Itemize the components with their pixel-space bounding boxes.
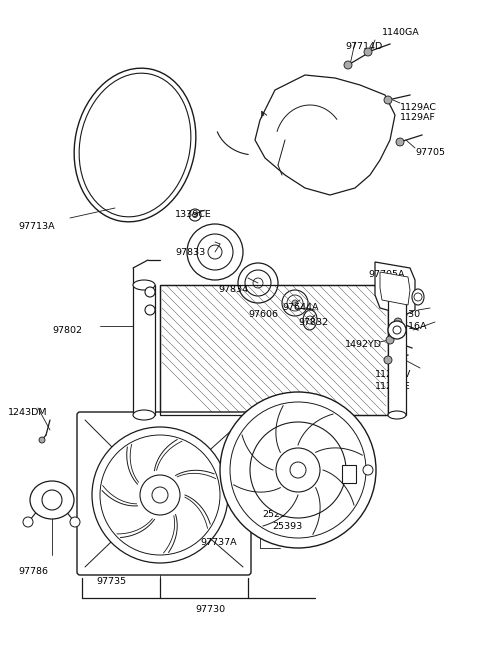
Text: 1140GA: 1140GA (382, 28, 420, 37)
Circle shape (384, 356, 392, 364)
Circle shape (384, 96, 392, 104)
Circle shape (292, 300, 298, 306)
Text: 97833: 97833 (175, 248, 205, 257)
Text: 1129AF: 1129AF (400, 113, 436, 122)
Polygon shape (375, 262, 415, 315)
Text: 97735: 97735 (96, 577, 126, 586)
Text: 97705: 97705 (415, 148, 445, 157)
Circle shape (396, 138, 404, 146)
Circle shape (145, 305, 155, 315)
Circle shape (282, 290, 308, 316)
Circle shape (70, 517, 80, 527)
Circle shape (344, 61, 352, 69)
Circle shape (220, 392, 376, 548)
Ellipse shape (303, 310, 317, 330)
Circle shape (245, 270, 271, 296)
Bar (160, 285, 388, 415)
Circle shape (189, 209, 201, 221)
Circle shape (287, 295, 303, 311)
Circle shape (306, 316, 314, 324)
Bar (160, 285, 388, 415)
Circle shape (388, 321, 406, 339)
Circle shape (364, 48, 372, 56)
Text: 25237: 25237 (262, 510, 292, 519)
Circle shape (192, 212, 197, 217)
Text: 1492YD: 1492YD (345, 340, 382, 349)
Text: 1129AC: 1129AC (400, 103, 437, 112)
Ellipse shape (79, 73, 191, 217)
Text: 1243DM: 1243DM (8, 408, 48, 417)
Text: 97786: 97786 (18, 567, 48, 576)
Bar (133, 285, 155, 415)
Circle shape (92, 427, 228, 563)
Circle shape (208, 245, 222, 259)
Circle shape (197, 234, 233, 270)
Ellipse shape (412, 289, 424, 305)
Ellipse shape (388, 281, 406, 289)
Circle shape (238, 263, 278, 303)
Text: 97830: 97830 (390, 310, 420, 319)
Circle shape (414, 293, 422, 301)
Circle shape (152, 487, 168, 503)
Circle shape (394, 318, 402, 326)
Text: 97644A: 97644A (282, 303, 319, 312)
Text: 97832: 97832 (298, 318, 328, 327)
Circle shape (276, 448, 320, 492)
Text: 97737A: 97737A (200, 538, 237, 547)
Circle shape (290, 462, 306, 478)
Bar (388, 285, 406, 415)
Circle shape (386, 336, 394, 344)
Circle shape (145, 287, 155, 297)
Text: 97714D: 97714D (345, 42, 382, 51)
Circle shape (39, 437, 45, 443)
Bar (342, 465, 356, 483)
Polygon shape (255, 75, 395, 195)
Text: 97834: 97834 (218, 285, 248, 294)
Text: 97716A: 97716A (390, 322, 427, 331)
Text: 97802: 97802 (52, 326, 82, 335)
Circle shape (23, 517, 33, 527)
Ellipse shape (133, 410, 155, 420)
Ellipse shape (388, 411, 406, 419)
Text: 97713A: 97713A (18, 222, 55, 231)
Circle shape (253, 278, 263, 288)
Circle shape (187, 224, 243, 280)
Circle shape (42, 490, 62, 510)
Text: 1339CE: 1339CE (175, 210, 212, 219)
Text: 97606: 97606 (248, 310, 278, 319)
Circle shape (393, 326, 401, 334)
Ellipse shape (133, 280, 155, 290)
FancyBboxPatch shape (77, 412, 251, 575)
Text: 25393: 25393 (272, 522, 302, 531)
Text: 1129EE: 1129EE (375, 382, 411, 391)
Circle shape (363, 465, 373, 475)
Circle shape (140, 475, 180, 515)
Text: 1129AV: 1129AV (375, 370, 411, 379)
Circle shape (250, 422, 346, 518)
Polygon shape (380, 272, 410, 305)
Ellipse shape (30, 481, 74, 519)
Text: 97705A: 97705A (368, 270, 405, 279)
Text: 97730: 97730 (195, 605, 225, 614)
